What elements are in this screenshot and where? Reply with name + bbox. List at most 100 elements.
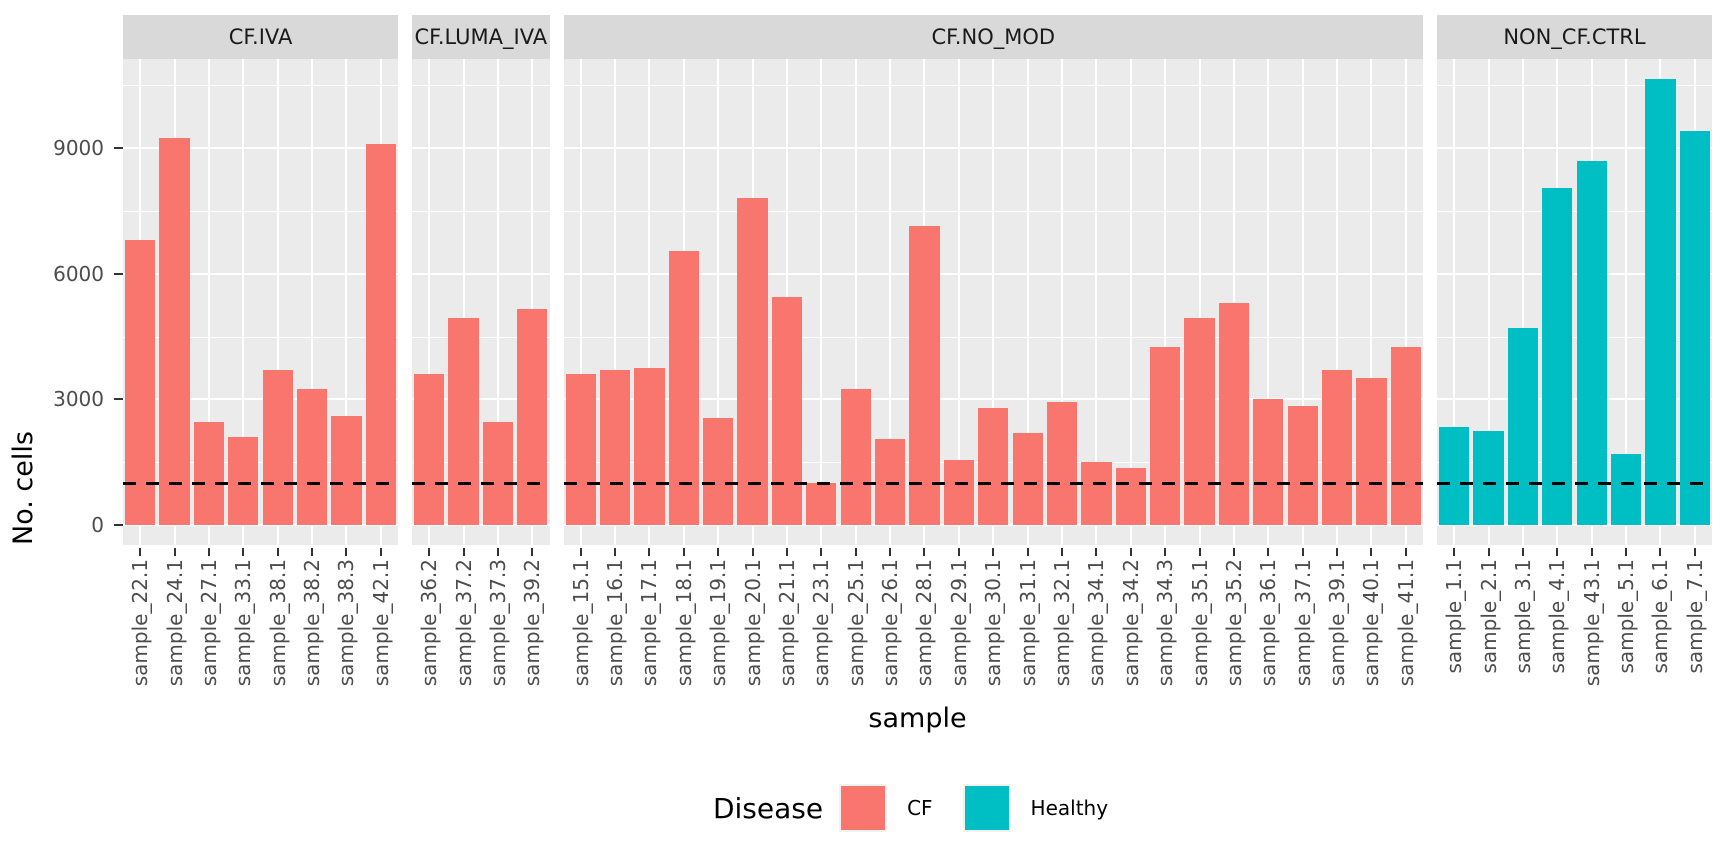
x-tick-label: sample_5.1 [1614, 559, 1639, 674]
bar [365, 144, 396, 525]
bar [414, 374, 445, 525]
gridline-major [1436, 398, 1712, 401]
x-tick-mark [1590, 548, 1593, 556]
gridline-minor [563, 85, 1423, 87]
facet-CF.LUMA_IVA: CF.LUMA_IVA sample_36.2 sample_37.2 sample_… [412, 15, 550, 696]
x-tick-label: sample_33.1 [231, 559, 256, 687]
x-tick-mark [311, 548, 314, 556]
x-tick-mark [1659, 548, 1662, 556]
x-tick-label: sample_7.1 [1682, 559, 1707, 674]
bar [1473, 430, 1504, 525]
x-tick-label: sample_18.1 [671, 559, 696, 687]
gridline-major [1436, 272, 1712, 275]
gridline-major [412, 147, 550, 150]
y-tick-mark [114, 398, 123, 401]
threshold-dashed-line [123, 482, 399, 486]
bar [1218, 303, 1250, 525]
vertical-gridline [1198, 59, 1201, 545]
y-tick-mark [114, 147, 123, 150]
x-tick-mark [648, 548, 651, 556]
bar [1150, 347, 1181, 525]
gridline-minor [123, 211, 399, 212]
x-tick-mark [1404, 548, 1407, 556]
gridline-minor [123, 336, 399, 338]
x-ticks-row [1437, 545, 1712, 556]
x-tick-label: sample_39.2 [520, 559, 545, 687]
gridline-minor [563, 211, 1423, 212]
x-tick-label: sample_3.1 [1510, 559, 1535, 674]
x-tick-label: sample_22.1 [128, 559, 153, 687]
x-tick-label: sample_19.1 [706, 559, 731, 687]
legend: Disease CF Healthy [123, 780, 1712, 836]
gridline-major [563, 524, 1423, 526]
x-tick-mark [345, 548, 348, 556]
x-tick-mark [889, 548, 892, 556]
vertical-gridline [1625, 59, 1628, 545]
threshold-dashed-line [563, 482, 1423, 486]
x-labels-row: sample_15.1 sample_16.1 sample_17.1 sample_… [564, 556, 1423, 696]
x-tick-mark [992, 548, 995, 556]
bar [1610, 453, 1642, 525]
x-tick-label: sample_25.1 [843, 559, 868, 687]
panel [1436, 59, 1712, 545]
x-tick-label: sample_27.1 [196, 559, 221, 687]
bar [978, 407, 1009, 525]
vertical-gridline [345, 59, 348, 545]
x-tick-label: sample_37.2 [451, 559, 476, 687]
x-tick-label: sample_37.3 [485, 559, 510, 687]
x-tick-mark [1693, 548, 1696, 556]
y-tick-mark [114, 272, 123, 275]
y-tick-label: 0 [91, 513, 104, 537]
facet-strip: CF.NO_MOD [563, 15, 1423, 59]
x-tick-label: sample_23.1 [809, 559, 834, 687]
x-tick-mark [682, 548, 685, 556]
bar [1542, 187, 1573, 525]
gridline-major [123, 272, 399, 275]
y-tick-label: 6000 [53, 261, 104, 286]
x-tick-label: sample_43.1 [1579, 559, 1604, 687]
vertical-gridline [717, 59, 720, 545]
x-tick-label: sample_2.1 [1476, 559, 1501, 674]
gridline-minor [412, 85, 550, 87]
vertical-gridline [1521, 59, 1524, 545]
x-tick-label: sample_38.1 [265, 559, 290, 687]
vertical-gridline [1129, 59, 1132, 545]
vertical-gridline [1487, 59, 1490, 545]
bar [193, 422, 225, 525]
x-ticks-row [412, 545, 550, 556]
vertical-gridline [1370, 59, 1373, 545]
bar [448, 317, 479, 525]
bar [1679, 131, 1710, 525]
bar [737, 198, 768, 525]
x-tick-mark [1521, 548, 1524, 556]
bar [703, 418, 734, 525]
x-tick-mark [785, 548, 788, 556]
x-tick-label: sample_35.1 [1187, 559, 1212, 687]
gridline-major [123, 524, 399, 526]
x-tick-label: sample_39.1 [1325, 559, 1350, 687]
vertical-gridline [1453, 59, 1456, 545]
vertical-gridline [1301, 59, 1304, 545]
x-tick-mark [1336, 548, 1339, 556]
gridline-major [1436, 147, 1712, 150]
x-tick-label: sample_32.1 [1050, 559, 1074, 687]
gridline-minor [1436, 211, 1712, 212]
facet-strip-label: CF.LUMA_IVA [414, 25, 548, 49]
x-tick-mark [207, 548, 210, 556]
threshold-dashed-line [1436, 482, 1712, 486]
x-labels-row: sample_22.1 sample_24.1 sample_27.1 sample_… [123, 556, 398, 696]
x-tick-label: sample_31.1 [1015, 559, 1040, 687]
facet-strip: CF.IVA [123, 15, 399, 59]
x-tick-mark [923, 548, 926, 556]
vertical-gridline [242, 59, 245, 545]
panel [563, 59, 1423, 545]
y-tick-label: 3000 [53, 387, 104, 412]
x-tick-label: sample_28.1 [912, 559, 937, 687]
x-tick-label: sample_20.1 [740, 559, 765, 687]
x-tick-mark [1232, 548, 1235, 556]
bar [1046, 401, 1078, 525]
vertical-gridline [854, 59, 857, 545]
bar [1115, 468, 1146, 525]
x-ticks-row [564, 545, 1423, 556]
x-tick-label: sample_21.1 [774, 559, 799, 687]
